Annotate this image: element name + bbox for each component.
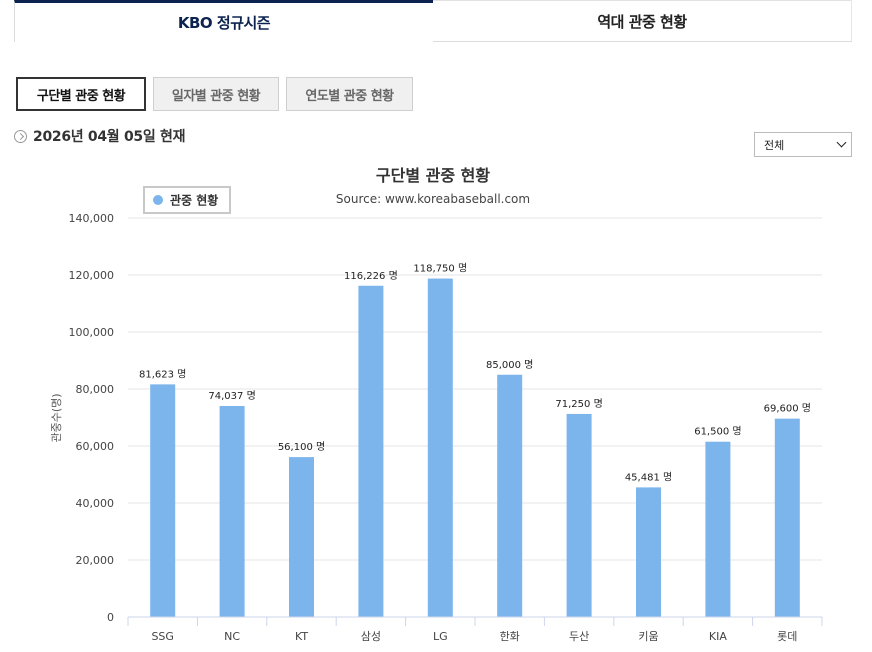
- bar-data-label: 81,623 명: [139, 368, 186, 380]
- bar-data-label: 118,750 명: [413, 263, 467, 275]
- subtab-daily-attendance[interactable]: 일자별 관중 현황: [153, 77, 279, 111]
- subtab-label: 일자별 관중 현황: [171, 88, 261, 104]
- x-category-label: 두산: [569, 630, 589, 643]
- x-category-label: NC: [224, 630, 240, 643]
- legend-marker: [153, 195, 163, 205]
- current-date: 2026년 04월 05일 현재: [33, 129, 186, 145]
- bar-data-label: 61,500 명: [694, 426, 741, 438]
- bars: [150, 278, 800, 617]
- x-category-label: KIA: [709, 630, 727, 643]
- bar[interactable]: [636, 487, 661, 617]
- bar[interactable]: [150, 384, 176, 617]
- bar-data-label: 116,226 명: [344, 270, 398, 282]
- tab-kbo-regular-season[interactable]: KBO 정규시즌: [14, 0, 433, 42]
- bar-data-label: 71,250 명: [555, 398, 602, 410]
- y-tick-label: 80,000: [76, 383, 115, 396]
- bar-data-label: 45,481 명: [625, 471, 672, 483]
- y-tick-label: 140,000: [69, 212, 115, 225]
- data-labels: 81,623 명 74,037 명 56,100 명 116,226 명 118,750…: [139, 263, 811, 484]
- y-tick-label: 20,000: [76, 554, 115, 567]
- y-axis-ticks: 0 20,000 40,000 60,000 80,000 100,000 120,000 1…: [69, 212, 115, 624]
- x-category-label: 롯데: [777, 630, 797, 643]
- select-value: 전체: [764, 138, 785, 152]
- x-category-label: 한화: [500, 630, 520, 643]
- subtab-team-attendance[interactable]: 구단별 관중 현황: [16, 77, 146, 111]
- x-axis: SSG NC KT 삼성 LG 한화 두산 키움 KIA 롯데: [127, 616, 823, 643]
- x-category-label: KT: [295, 630, 308, 643]
- legend-label: 관중 현황: [170, 193, 218, 208]
- x-category-label: 삼성: [361, 630, 381, 643]
- subtab-yearly-attendance[interactable]: 연도별 관중 현황: [286, 77, 413, 111]
- y-axis-label: 관중수(명): [50, 393, 63, 442]
- team-filter-select[interactable]: 전체: [754, 132, 852, 157]
- chart-title: 구단별 관중 현황: [376, 166, 490, 185]
- tab-label: KBO 정규시즌: [177, 14, 271, 32]
- tab-historical-attendance[interactable]: 역대 관중 현황: [433, 0, 852, 42]
- chart-subtitle: Source: www.koreabaseball.com: [336, 192, 530, 206]
- date-row: 2026년 04월 05일 현재: [14, 126, 185, 146]
- bar[interactable]: [219, 405, 245, 617]
- tab-label: 역대 관중 현황: [597, 12, 687, 31]
- y-tick-label: 0: [107, 611, 114, 624]
- bar[interactable]: [566, 413, 592, 617]
- y-tick-label: 40,000: [76, 497, 115, 510]
- subtab-label: 구단별 관중 현황: [36, 88, 126, 104]
- top-tab-bar: KBO 정규시즌 역대 관중 현황: [14, 0, 852, 42]
- bar[interactable]: [497, 374, 523, 617]
- bar[interactable]: [427, 278, 453, 617]
- bar-data-label: 69,600 명: [764, 403, 811, 415]
- y-tick-label: 100,000: [69, 326, 115, 339]
- bar[interactable]: [358, 285, 384, 617]
- x-category-label: 키움: [638, 630, 658, 643]
- subtab-label: 연도별 관중 현황: [305, 88, 394, 104]
- bar-data-label: 56,100 명: [278, 441, 325, 453]
- bar[interactable]: [289, 457, 314, 617]
- bar[interactable]: [774, 418, 800, 617]
- chevron-circle-icon: [14, 129, 27, 143]
- bar-data-label: 85,000 명: [486, 359, 533, 371]
- legend[interactable]: 관중 현황: [143, 186, 231, 214]
- bar-data-label: 74,037 명: [208, 390, 255, 402]
- x-category-label: LG: [433, 630, 448, 643]
- bar[interactable]: [705, 441, 731, 617]
- x-category-label: SSG: [151, 630, 174, 643]
- y-tick-label: 120,000: [69, 269, 115, 282]
- y-tick-label: 60,000: [76, 440, 115, 453]
